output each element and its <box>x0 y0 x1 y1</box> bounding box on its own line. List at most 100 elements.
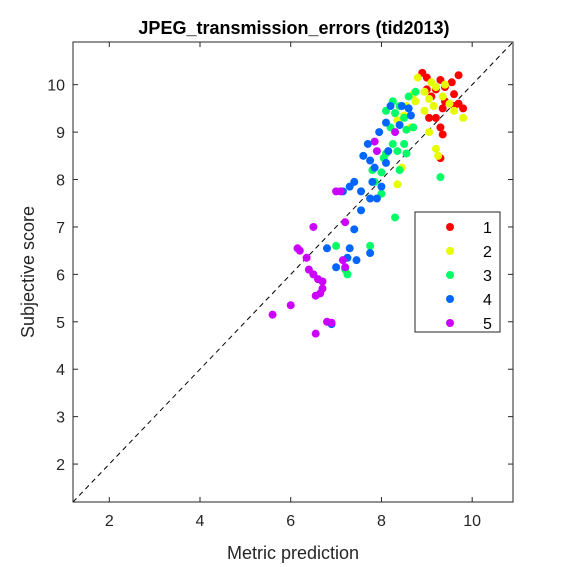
reference-diagonal-line <box>72 41 514 503</box>
data-point-series-3 <box>391 213 400 222</box>
y-axis-label: Subjective score <box>18 206 38 338</box>
chart-title: JPEG_transmission_errors (tid2013) <box>138 18 449 38</box>
data-point-series-1 <box>436 123 445 132</box>
legend-marker-4 <box>446 295 454 303</box>
legend-label-4: 4 <box>483 292 492 309</box>
data-point-series-2 <box>420 87 429 96</box>
data-point-series-4 <box>352 256 361 265</box>
data-point-series-4 <box>375 128 384 137</box>
data-point-series-3 <box>402 149 411 158</box>
data-point-series-2 <box>438 92 447 101</box>
data-point-series-5 <box>327 318 336 327</box>
plot-frame <box>72 41 514 503</box>
y-tick-label: 3 <box>56 410 65 427</box>
data-point-series-4 <box>381 118 390 127</box>
data-point-series-2 <box>450 106 459 115</box>
data-point-series-5 <box>295 246 304 255</box>
data-point-series-3 <box>332 241 341 250</box>
data-point-series-2 <box>420 106 429 115</box>
data-point-series-4 <box>397 102 406 111</box>
data-point-series-2 <box>425 94 434 103</box>
data-point-series-2 <box>431 144 440 153</box>
legend-label-5: 5 <box>483 316 492 333</box>
data-point-series-3 <box>377 168 386 177</box>
data-point-series-4 <box>368 177 377 186</box>
data-point-series-2 <box>445 99 454 108</box>
data-point-series-1 <box>431 113 440 122</box>
data-point-series-5 <box>372 147 381 156</box>
data-point-series-5 <box>309 222 318 231</box>
data-point-series-5 <box>318 277 327 286</box>
data-point-series-5 <box>286 301 295 310</box>
legend-label-2: 2 <box>483 244 492 261</box>
data-point-series-3 <box>400 113 409 122</box>
y-tick-label: 4 <box>56 362 65 379</box>
data-point-series-5 <box>302 253 311 262</box>
legend-label-1: 1 <box>483 220 492 237</box>
data-points <box>268 68 468 338</box>
y-tick-label: 10 <box>47 78 65 95</box>
legend-box <box>414 211 501 333</box>
data-point-series-4 <box>377 182 386 191</box>
data-point-series-5 <box>391 128 400 137</box>
data-point-series-1 <box>454 71 463 80</box>
data-point-series-1 <box>447 78 456 87</box>
data-point-series-2 <box>413 73 422 82</box>
legend: 1 2 3 4 5 <box>414 211 501 333</box>
legend-label-3: 3 <box>483 268 492 285</box>
data-point-series-4 <box>386 102 395 111</box>
legend-items: 1 2 3 4 5 <box>446 220 492 333</box>
data-point-series-1 <box>454 99 463 108</box>
legend-marker-5 <box>446 319 454 327</box>
data-point-series-3 <box>411 87 420 96</box>
x-tick-label: 2 <box>105 513 114 530</box>
data-point-series-1 <box>425 113 434 122</box>
x-tick-label: 8 <box>377 513 386 530</box>
data-point-series-2 <box>411 97 420 106</box>
y-axis-ticks: 2 3 4 5 6 7 8 9 10 <box>47 78 513 474</box>
y-tick-label: 9 <box>56 125 65 142</box>
data-point-series-4 <box>323 244 332 253</box>
y-tick-label: 2 <box>56 457 65 474</box>
data-point-series-3 <box>404 92 413 101</box>
data-point-series-2 <box>431 83 440 92</box>
data-point-series-1 <box>438 130 447 139</box>
data-point-series-5 <box>341 218 350 227</box>
data-point-series-2 <box>440 80 449 89</box>
data-point-series-5 <box>304 265 313 274</box>
data-point-series-4 <box>357 187 366 196</box>
data-point-series-5 <box>311 329 320 338</box>
x-axis-label: Metric prediction <box>227 543 359 563</box>
data-point-series-4 <box>350 225 359 234</box>
data-point-series-5 <box>338 256 347 265</box>
data-point-series-4 <box>372 194 381 203</box>
x-tick-label: 10 <box>463 513 481 530</box>
data-point-series-4 <box>366 194 375 203</box>
data-point-series-4 <box>345 244 354 253</box>
data-point-series-2 <box>434 151 443 160</box>
data-point-series-2 <box>429 102 438 111</box>
data-point-series-4 <box>384 147 393 156</box>
data-point-series-3 <box>391 109 400 118</box>
legend-marker-2 <box>446 247 454 255</box>
data-point-series-3 <box>436 173 445 182</box>
x-tick-label: 4 <box>196 513 205 530</box>
data-point-series-3 <box>402 125 411 134</box>
data-point-series-3 <box>395 166 404 175</box>
data-point-series-4 <box>357 206 366 215</box>
data-point-series-4 <box>359 151 368 160</box>
x-axis-ticks: 2 4 6 8 10 <box>105 42 481 530</box>
data-point-series-1 <box>438 104 447 113</box>
y-tick-label: 7 <box>56 220 65 237</box>
data-point-series-5 <box>268 310 277 319</box>
data-point-series-2 <box>425 128 434 137</box>
data-point-series-4 <box>406 111 415 120</box>
legend-marker-1 <box>446 223 454 231</box>
x-tick-label: 6 <box>286 513 295 530</box>
data-point-series-4 <box>395 120 404 129</box>
data-point-series-4 <box>370 163 379 172</box>
data-point-series-3 <box>393 147 402 156</box>
data-point-series-2 <box>459 113 468 122</box>
data-point-series-5 <box>341 263 350 272</box>
